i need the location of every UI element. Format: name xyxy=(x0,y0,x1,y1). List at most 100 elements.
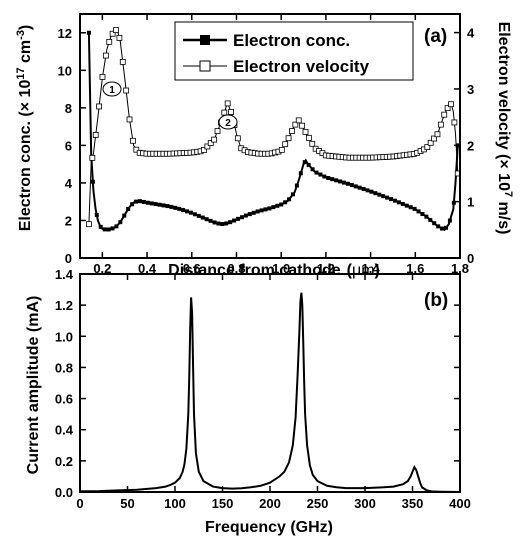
electron-velocity-point xyxy=(234,135,241,142)
electron-conc-point xyxy=(251,210,256,215)
electron-conc-point xyxy=(220,222,225,227)
electron-velocity-point xyxy=(133,146,140,153)
electron-conc-point xyxy=(208,218,213,223)
electron-conc-point xyxy=(341,180,346,185)
electron-conc-point xyxy=(314,170,319,175)
electron-conc-point xyxy=(153,202,158,207)
annotation-1: 1 xyxy=(102,81,122,97)
electron-velocity-point xyxy=(289,128,295,134)
electron-conc-point xyxy=(173,205,178,210)
electron-conc-point xyxy=(330,177,335,182)
electron-velocity-point xyxy=(309,140,316,147)
electron-conc-point xyxy=(90,179,95,184)
panel-a-x-tick-label: 1.4 xyxy=(362,261,381,276)
electron-velocity-point xyxy=(451,119,458,126)
electron-conc-point xyxy=(420,212,425,217)
electron-conc-point xyxy=(381,194,386,199)
electron-velocity-point xyxy=(427,139,434,146)
electron-velocity-point xyxy=(92,132,99,138)
electron-conc-point xyxy=(306,162,311,167)
electron-conc-point xyxy=(345,181,350,186)
annotation-2: 2 xyxy=(218,114,238,130)
panel-a-right-y-axis-title: Electron velocity (× 107 m/s) xyxy=(495,22,514,235)
electron-conc-point xyxy=(130,202,135,207)
electron-conc-point xyxy=(263,207,268,212)
electron-velocity-point xyxy=(305,134,312,141)
panel-a-left-y-tick-label: 10 xyxy=(58,63,72,78)
electron-velocity-point xyxy=(444,105,451,112)
electron-conc-point xyxy=(428,217,433,222)
electron-conc-point xyxy=(228,220,233,225)
electron-conc-point xyxy=(149,201,154,206)
electron-conc-point xyxy=(389,197,394,202)
electron-velocity-point xyxy=(207,140,214,146)
electron-conc-point xyxy=(443,225,448,230)
electron-conc-point xyxy=(447,218,452,223)
electron-conc-point xyxy=(212,220,217,225)
panel-a-x-tick-label: 1.6 xyxy=(406,261,424,276)
legend-label-electron-velocity: Electron velocity xyxy=(233,57,370,76)
electron-velocity-point xyxy=(282,141,289,148)
electron-conc-point xyxy=(247,212,252,217)
panel-b-y-tick-label: 0.0 xyxy=(55,485,73,500)
electron-conc-point xyxy=(385,195,390,200)
electron-velocity-point xyxy=(126,116,133,123)
electron-conc-point xyxy=(181,208,186,213)
electron-velocity-point xyxy=(295,117,302,124)
electron-conc-point xyxy=(204,217,209,222)
electron-conc-point xyxy=(141,199,146,204)
panel-a-x-tick-label: 0.2 xyxy=(93,261,111,276)
electron-velocity-point xyxy=(116,34,123,41)
electron-conc-point xyxy=(126,207,131,212)
legend-marker-filled-square-icon xyxy=(200,35,210,45)
panel-a-left-y-tick-label: 4 xyxy=(65,176,73,191)
electron-conc-point xyxy=(412,206,417,211)
electron-conc-point xyxy=(216,221,221,226)
electron-conc-point xyxy=(334,178,339,183)
electron-conc-point xyxy=(302,160,307,165)
panel-a-right-y-ticks: 0 1 2 3 4 xyxy=(454,26,475,266)
electron-conc-point xyxy=(110,226,115,231)
electron-conc-point xyxy=(322,174,327,179)
electron-velocity-point xyxy=(99,74,106,80)
electron-conc-point xyxy=(318,172,323,177)
electron-velocity-point xyxy=(434,131,441,138)
panel-b-x-tick-label: 50 xyxy=(120,496,134,511)
electron-conc-point xyxy=(432,221,437,226)
series-electron-conc xyxy=(86,30,460,232)
panel-a-x-tick-label: 1.2 xyxy=(317,261,335,276)
panel-a-right-y-tick-label: 2 xyxy=(467,138,474,153)
electron-velocity-point xyxy=(130,137,136,144)
electron-conc-point xyxy=(377,192,382,197)
panel-a-x-tick-label: 1.8 xyxy=(451,261,469,276)
panel-b-y-tick-label: 0.2 xyxy=(55,454,73,469)
electron-conc-point xyxy=(290,192,295,197)
panel-b-y-tick-label: 1.2 xyxy=(55,298,73,313)
panel-a-right-y-tick-label: 0 xyxy=(467,251,474,266)
electron-velocity-point xyxy=(123,87,130,94)
electron-conc-point xyxy=(122,213,127,218)
panel-b-x-tick-label: 200 xyxy=(259,496,281,511)
electron-conc-point xyxy=(94,212,99,217)
electron-conc-point xyxy=(161,203,166,208)
electron-conc-point xyxy=(267,206,272,211)
electron-conc-point xyxy=(192,212,197,217)
current-amplitude-line xyxy=(79,292,461,493)
electron-velocity-point xyxy=(102,52,109,59)
electron-velocity-point xyxy=(285,135,292,142)
panel-a-left-y-tick-label: 0 xyxy=(65,251,72,266)
electron-conc-point xyxy=(400,201,405,206)
panel-b-x-tick-label: 150 xyxy=(212,496,234,511)
panel-a-x-tick-label: 0.4 xyxy=(138,261,157,276)
electron-conc-point xyxy=(259,208,264,213)
panel-b-x-tick-label: 100 xyxy=(164,496,186,511)
electron-conc-point xyxy=(188,210,193,215)
panel-a-left-y-tick-label: 12 xyxy=(58,26,72,41)
panel-b-x-ticks: 0 50 100 150 200 250 300 350 400 xyxy=(76,274,471,511)
electron-conc-point xyxy=(200,215,205,220)
panel-b-y-tick-label: 0.6 xyxy=(55,392,73,407)
panel-b-y-ticks: 0.0 0.2 0.4 0.6 0.8 1.0 1.2 1.4 xyxy=(55,267,460,500)
panel-b-y-tick-label: 0.4 xyxy=(55,423,74,438)
